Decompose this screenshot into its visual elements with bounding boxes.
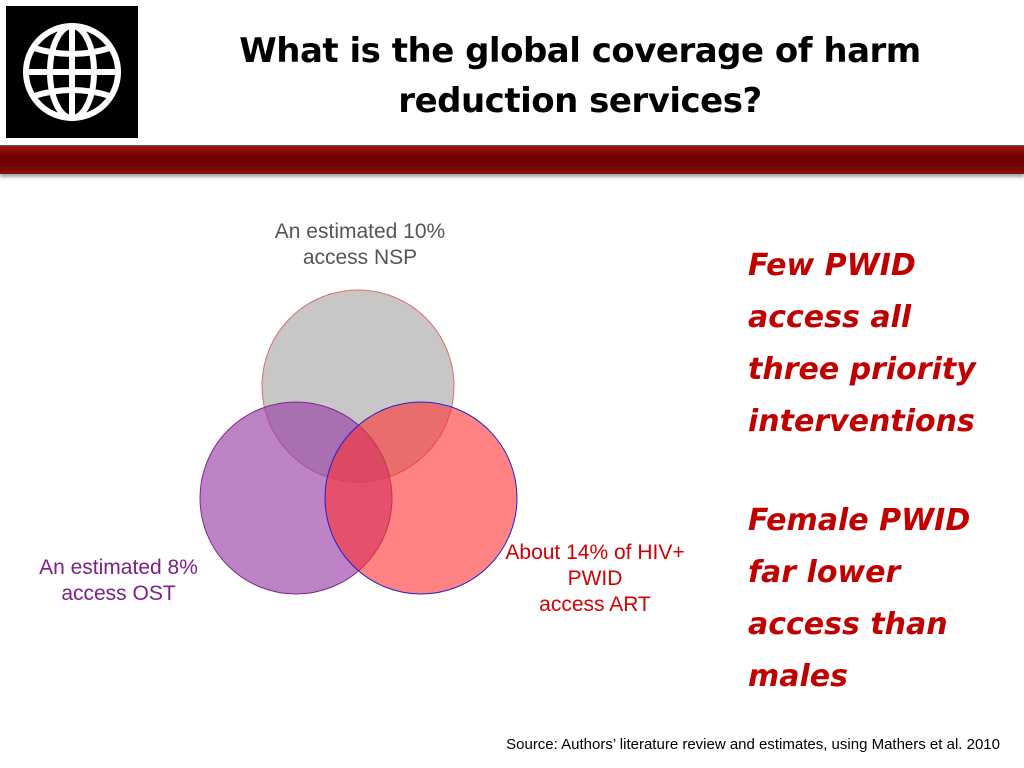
ost-label-line-2: access OST — [61, 582, 176, 605]
callout-2-line-2: far lower — [748, 555, 901, 590]
callout-1-line-1: Few PWID — [748, 248, 916, 283]
slide-title: What is the global coverage of harm redu… — [230, 26, 930, 126]
venn-label-art: About 14% of HIV+ PWID access ART — [470, 540, 720, 618]
nsp-label-line-1: An estimated 10% — [274, 220, 446, 243]
nsp-label-line-2: access NSP — [302, 246, 418, 269]
callout-1-line-4: interventions — [748, 404, 975, 439]
title-line-2: reduction services? — [398, 81, 762, 121]
venn-circle-art — [324, 401, 518, 595]
callout-2-line-3: access than — [748, 607, 948, 642]
ost-label-line-1: An estimated 8% — [39, 556, 198, 579]
source-citation: Source: Authors’ literature review and e… — [506, 736, 1000, 753]
callout-1-line-3: three priority — [748, 352, 976, 387]
title-divider-band — [0, 145, 1024, 174]
title-line-1: What is the global coverage of harm — [239, 31, 921, 71]
callout-female-pwid: Female PWID far lower access than males — [748, 495, 1008, 703]
callout-2-line-4: males — [748, 659, 848, 694]
art-label-line-1: About 14% of HIV+ — [505, 541, 685, 564]
art-label-line-3: access ART — [539, 593, 651, 616]
venn-label-nsp: An estimated 10% access NSP — [230, 219, 490, 271]
callout-2-line-1: Female PWID — [748, 503, 971, 538]
world-bank-logo — [6, 6, 138, 138]
globe-icon — [23, 23, 121, 121]
venn-label-ost: An estimated 8% access OST — [6, 555, 231, 607]
callout-1-line-2: access all — [748, 300, 912, 335]
art-label-line-2: PWID — [567, 567, 623, 590]
callout-few-pwid: Few PWID access all three priority inter… — [748, 240, 1008, 448]
